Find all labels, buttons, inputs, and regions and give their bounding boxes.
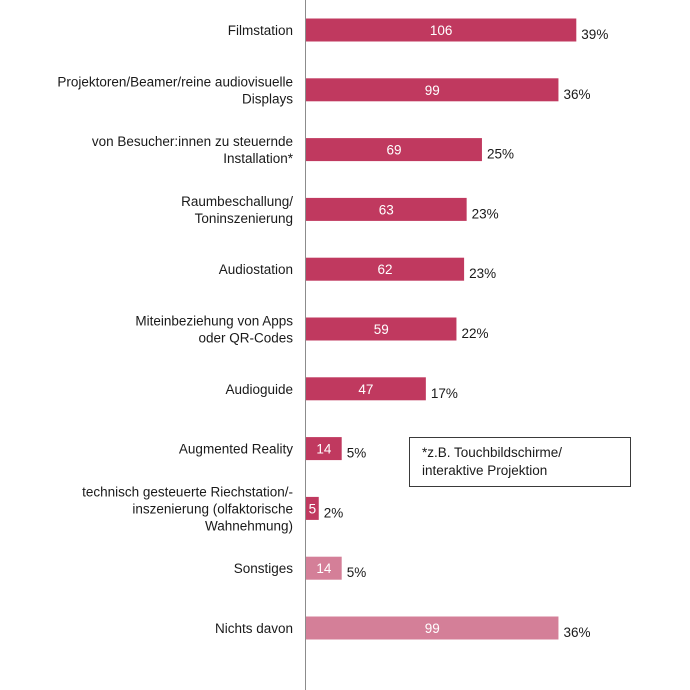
category-label: Projektoren/Beamer/reine audiovisuelle — [57, 74, 293, 89]
category-label: Augmented Reality — [179, 442, 293, 457]
category-label: Sonstiges — [234, 561, 294, 576]
category-label: technisch gesteuerte Riechstation/- — [82, 484, 293, 499]
category-label: Miteinbeziehung von Apps — [135, 314, 293, 329]
bar-percent-label: 39% — [581, 27, 608, 42]
bar-value-label: 106 — [430, 23, 453, 38]
bar — [306, 197, 467, 221]
bar-percent-label: 25% — [487, 147, 514, 162]
footnote-line-1: *z.B. Touchbildschirme/ — [422, 445, 563, 460]
bar-value-label: 99 — [425, 83, 440, 98]
bar — [306, 377, 426, 401]
category-label: Audiostation — [219, 262, 293, 277]
footnote-line-2: interaktive Projektion — [422, 463, 548, 478]
bar-percent-label: 5% — [347, 565, 367, 580]
bar-value-label: 5 — [309, 501, 317, 516]
bar-value-label: 62 — [378, 262, 393, 277]
bar — [306, 138, 482, 162]
bar-percent-label: 2% — [324, 505, 344, 520]
bar — [306, 78, 559, 102]
bars-group: 106 39% Filmstation 99 36% Projektoren/Beamer… — [57, 18, 608, 640]
bar-percent-label: 22% — [461, 326, 488, 341]
bar — [306, 496, 319, 520]
footnote-box: *z.B. Touchbildschirme/ interaktive Proj… — [409, 437, 631, 487]
bar-value-label: 69 — [386, 143, 401, 158]
category-label: Wahnehmung) — [205, 518, 293, 533]
bar-value-label: 14 — [316, 442, 332, 457]
category-label: inszenierung (olfaktorische — [132, 501, 293, 516]
category-label: Nichts davon — [215, 621, 293, 636]
bar-value-label: 99 — [425, 621, 440, 636]
bar-percent-label: 23% — [469, 266, 496, 281]
bar — [306, 317, 457, 341]
category-label: Filmstation — [228, 23, 293, 38]
bar — [306, 437, 342, 461]
bar-percent-label: 36% — [563, 625, 590, 640]
bar-value-label: 14 — [316, 561, 332, 576]
category-label: Raumbeschallung/ — [181, 194, 293, 209]
bar — [306, 257, 465, 281]
bar-value-label: 47 — [358, 382, 373, 397]
category-label: Audioguide — [225, 382, 293, 397]
category-label: Displays — [242, 91, 293, 106]
bar — [306, 18, 577, 42]
bar-percent-label: 23% — [472, 206, 499, 221]
bar-percent-label: 17% — [431, 386, 458, 401]
bar — [306, 556, 342, 580]
category-label: Toninszenierung — [195, 211, 293, 226]
bar-value-label: 59 — [374, 322, 389, 337]
bar — [306, 616, 559, 640]
category-label: oder QR-Codes — [198, 331, 293, 346]
bar-value-label: 63 — [379, 202, 394, 217]
bar-percent-label: 5% — [347, 446, 367, 461]
bar-percent-label: 36% — [563, 87, 590, 102]
category-label: Installation* — [223, 151, 294, 166]
category-label: von Besucher:innen zu steuernde — [92, 134, 293, 149]
